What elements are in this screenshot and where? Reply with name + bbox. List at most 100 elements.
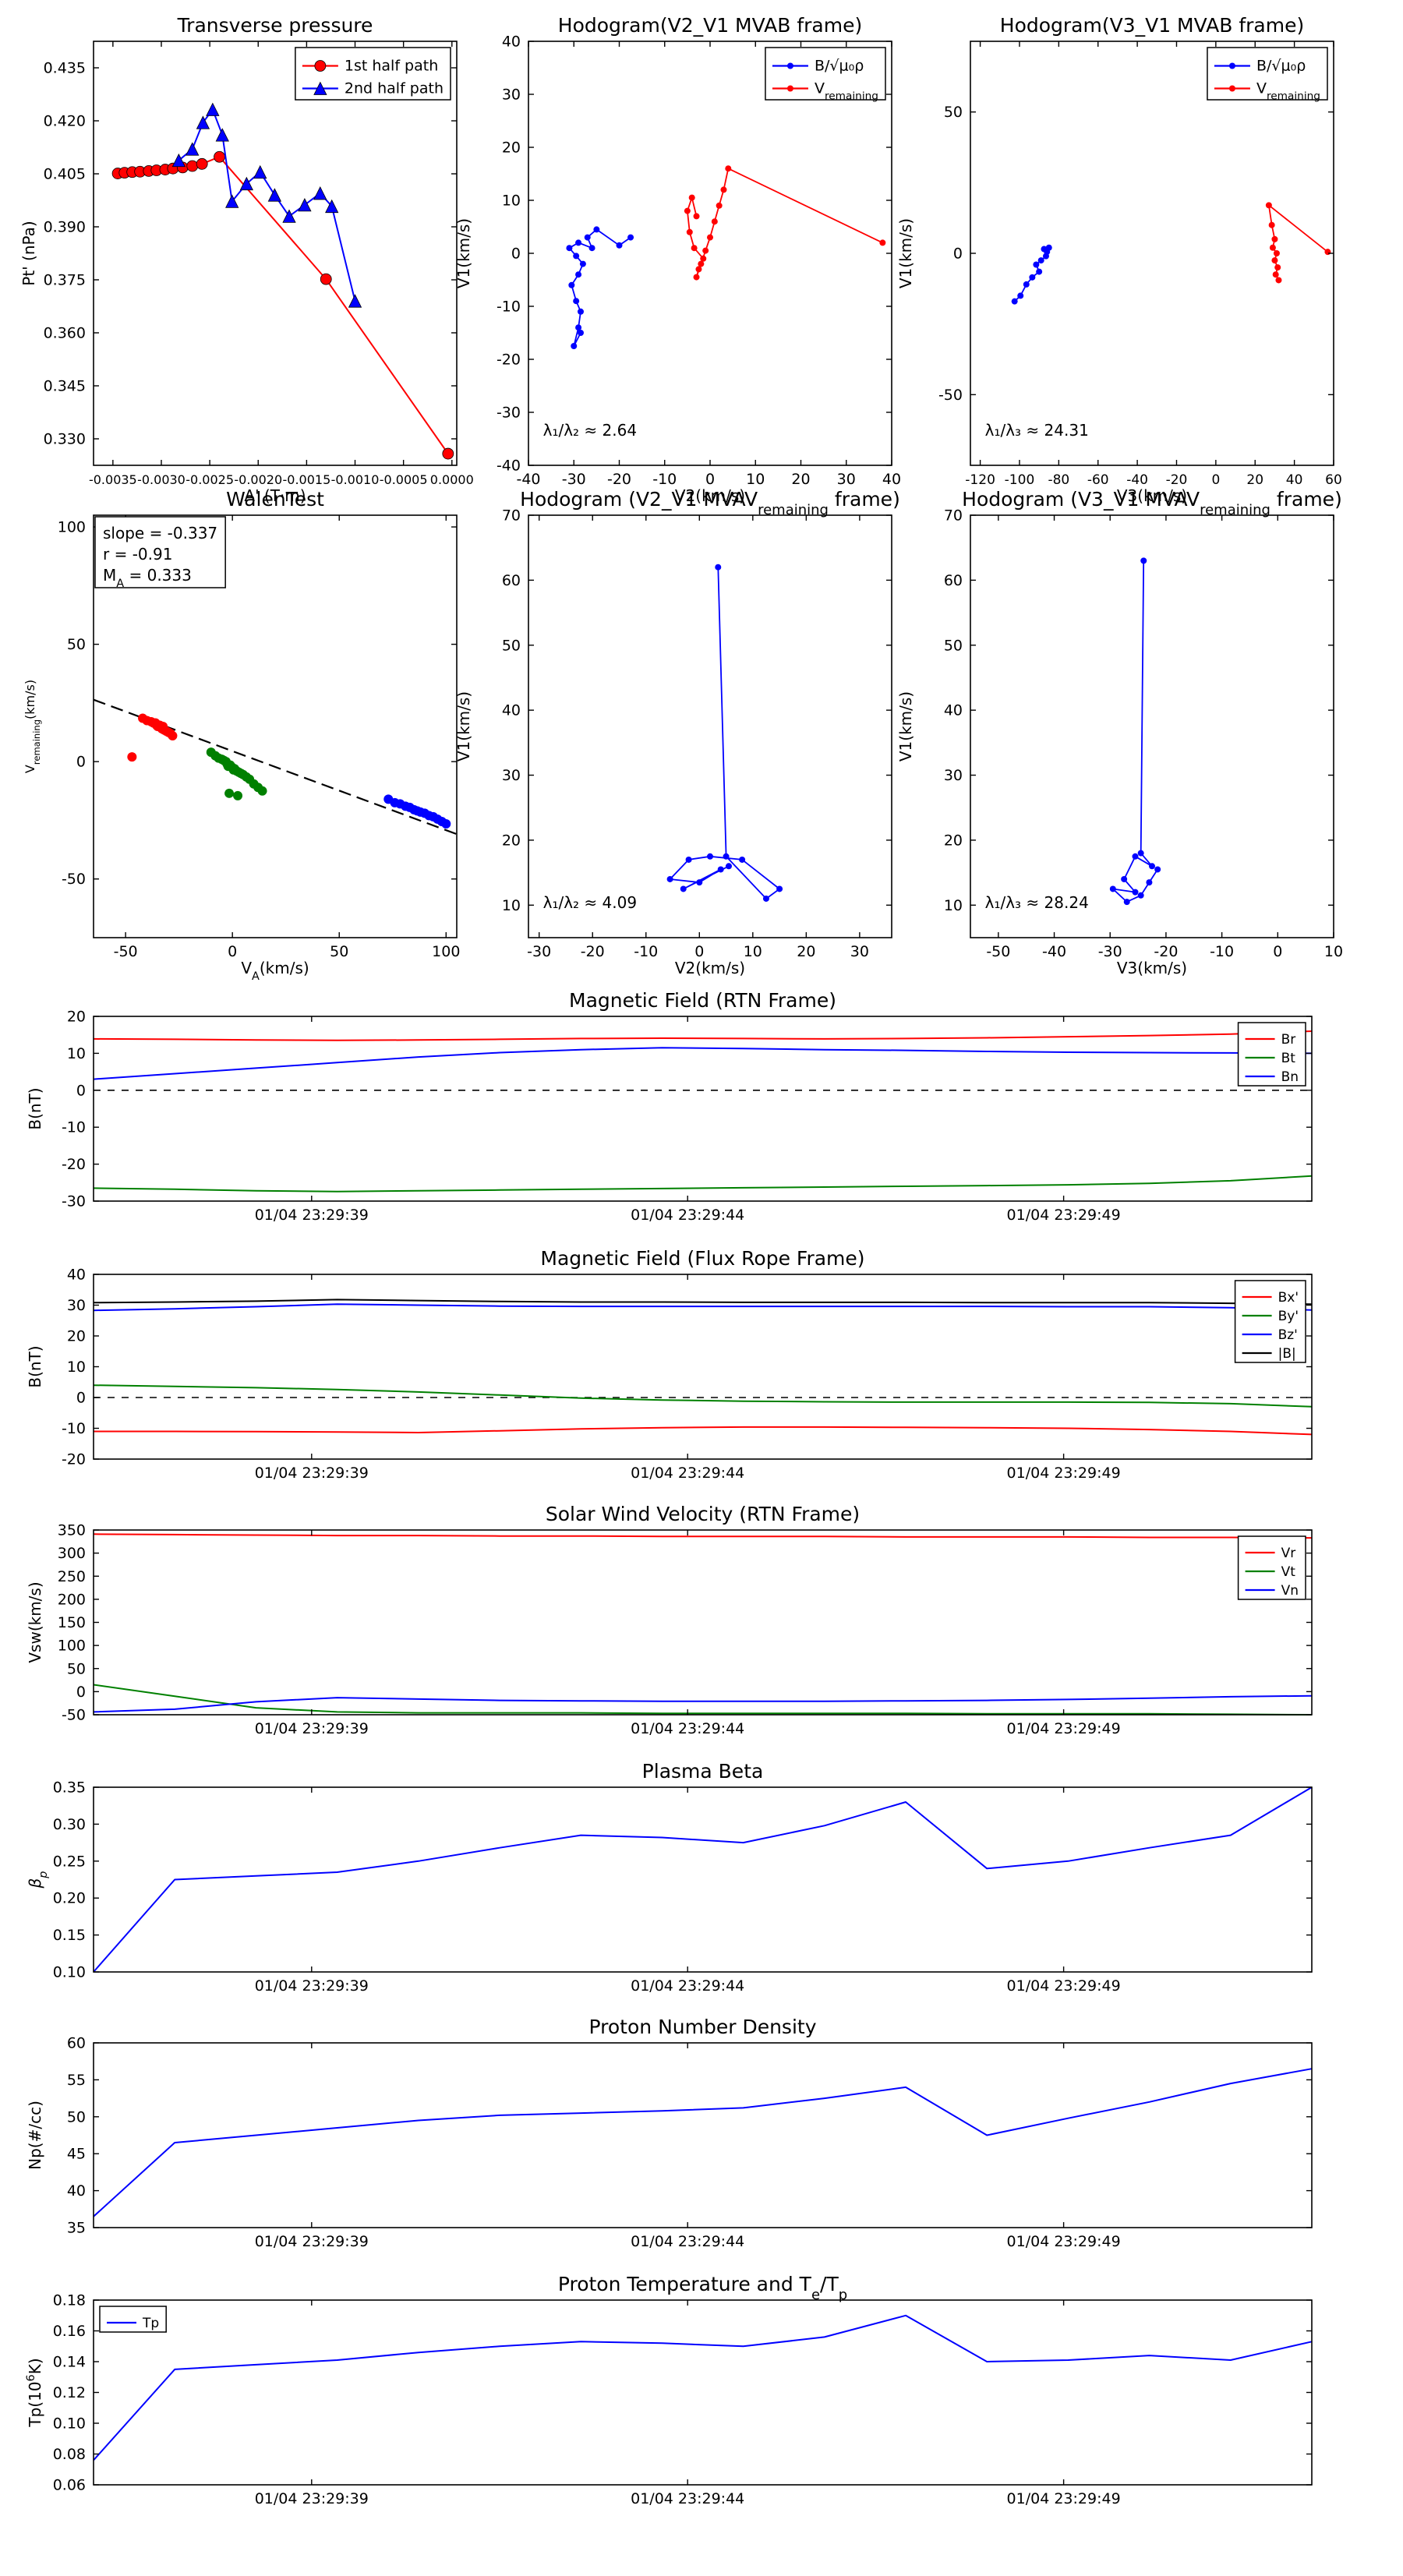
marker-dot (1023, 281, 1030, 288)
x-tick-label: 01/04 23:29:49 (1007, 1720, 1121, 1737)
legend-label: Vn (1281, 1583, 1299, 1599)
y-tick-label: 40 (944, 702, 963, 719)
y-tick-label: 0.25 (53, 1853, 86, 1870)
x-tick-label: 01/04 23:29:49 (1007, 1207, 1121, 1224)
x-tick-label: 10 (746, 471, 765, 488)
x-tick-label: 50 (330, 943, 348, 960)
x-tick-label: 01/04 23:29:44 (631, 1977, 744, 1995)
plot-area (93, 2314, 1313, 2461)
marker-circle (196, 157, 208, 170)
y-tick-label: -10 (62, 1420, 86, 1437)
y-tick-label: 200 (58, 1591, 86, 1608)
y-tick-label: 50 (67, 2108, 86, 2125)
y-tick-label: 35 (67, 2220, 86, 2237)
series-vn (93, 1694, 1313, 1713)
marker-dot (776, 885, 783, 892)
marker-dot (716, 202, 723, 209)
y-tick-label: 40 (502, 702, 521, 719)
y-tick-label: 40 (67, 2182, 86, 2200)
x-tick-label: -40 (1126, 472, 1148, 488)
chart-title: Hodogram (V2_V1 MVAVremaining frame) (520, 488, 900, 518)
marker-dot (441, 818, 451, 829)
x-axis-label: VA(km/s) (241, 959, 309, 983)
x-tick-label: 0 (228, 943, 237, 960)
x-tick-label: -50 (986, 943, 1010, 960)
x-tick-label: 10 (1324, 943, 1343, 960)
y-tick-label: 30 (502, 767, 521, 784)
marker-dot (1271, 257, 1278, 264)
y-tick-label: 0.390 (44, 219, 86, 236)
marker-dot (575, 239, 582, 246)
series-bn (93, 1047, 1313, 1080)
y-tick-label: 50 (67, 1660, 86, 1677)
y-tick-label: 0.405 (44, 166, 86, 183)
y-axis-label: βp (26, 1871, 50, 1889)
y-tick-label: 55 (67, 2072, 86, 2089)
legend: B/√μ₀ρ Vremaining (1207, 47, 1328, 103)
marker-dot (786, 85, 793, 92)
marker-dot (1140, 557, 1147, 564)
y-tick-label: 0.16 (53, 2323, 86, 2340)
marker-dot (707, 234, 713, 241)
plot-area (1011, 202, 1331, 305)
legend: 1st half path 2nd half path (295, 47, 451, 101)
x-tick-label: 20 (791, 471, 810, 488)
y-tick-label: 0.15 (53, 1927, 86, 1944)
series-tp (93, 2314, 1313, 2461)
marker-dot (693, 274, 700, 281)
x-tick-label: 01/04 23:29:44 (631, 2233, 744, 2250)
marker-dot (1037, 257, 1044, 264)
series-1st-interval (127, 713, 178, 762)
series-by- (93, 1384, 1313, 1408)
chart-mag-fluxrope: 01/04 23:29:39 01/04 23:29:44 01/04 23:29:… (26, 1247, 1313, 1482)
marker-triangle (298, 197, 312, 212)
y-tick-label: 20 (67, 1328, 86, 1345)
y-tick-label: 0.420 (44, 113, 86, 130)
legend-label: By' (1278, 1309, 1299, 1324)
x-tick-label: 40 (1286, 472, 1303, 488)
marker-triangle (186, 142, 200, 156)
plot-area (111, 102, 454, 460)
y-tick-label: 100 (58, 1638, 86, 1655)
marker-dot (720, 186, 727, 193)
y-tick-label: 50 (944, 637, 963, 654)
series-vt (93, 1684, 1313, 1716)
y-axis-label: Tp(106K) (25, 2358, 44, 2427)
y-axis-label: Vsw(km/s) (26, 1581, 44, 1663)
marker-triangle (196, 115, 210, 129)
y-tick-label: 60 (502, 572, 521, 589)
legend-label: Bx' (1278, 1290, 1299, 1306)
y-tick-label: 10 (944, 897, 963, 914)
axes-frame (93, 514, 458, 938)
annotation: λ₁/λ₃ ≈ 24.31 (985, 421, 1089, 440)
x-tick-label: -40 (1042, 943, 1066, 960)
y-tick-label: 0.14 (53, 2354, 86, 2371)
y-tick-label: 20 (944, 832, 963, 849)
y-tick-label: -20 (497, 352, 521, 369)
legend-label: Vr (1281, 1546, 1296, 1561)
x-tick-label: 01/04 23:29:49 (1007, 2233, 1121, 2250)
y-axis-label: V1(km/s) (454, 691, 473, 761)
marker-dot (1123, 899, 1130, 906)
series-bx- (94, 1426, 1313, 1436)
series-v-remaining-hodogram (666, 564, 783, 902)
y-tick-label: 10 (67, 1045, 86, 1062)
x-tick-label: -60 (1087, 472, 1109, 488)
plot-area (93, 1030, 1313, 1193)
chart-title: Hodogram(V3_V1 MVAB frame) (1000, 14, 1304, 37)
legend-label: Vremaining (815, 80, 878, 103)
y-tick-label: 0.330 (44, 431, 86, 448)
marker-dot (627, 234, 634, 241)
marker-dot (1228, 85, 1235, 92)
chart-title: Proton Temperature and Te/Tp (558, 2273, 847, 2303)
y-tick-label: 0 (511, 246, 521, 263)
marker-dot (577, 308, 584, 315)
x-tick-label: -10 (634, 943, 658, 960)
marker-dot (1228, 62, 1235, 69)
axes-frame (93, 1016, 1313, 1202)
marker-dot (127, 752, 137, 762)
marker-dot (224, 788, 235, 798)
y-tick-label: 70 (944, 507, 963, 525)
